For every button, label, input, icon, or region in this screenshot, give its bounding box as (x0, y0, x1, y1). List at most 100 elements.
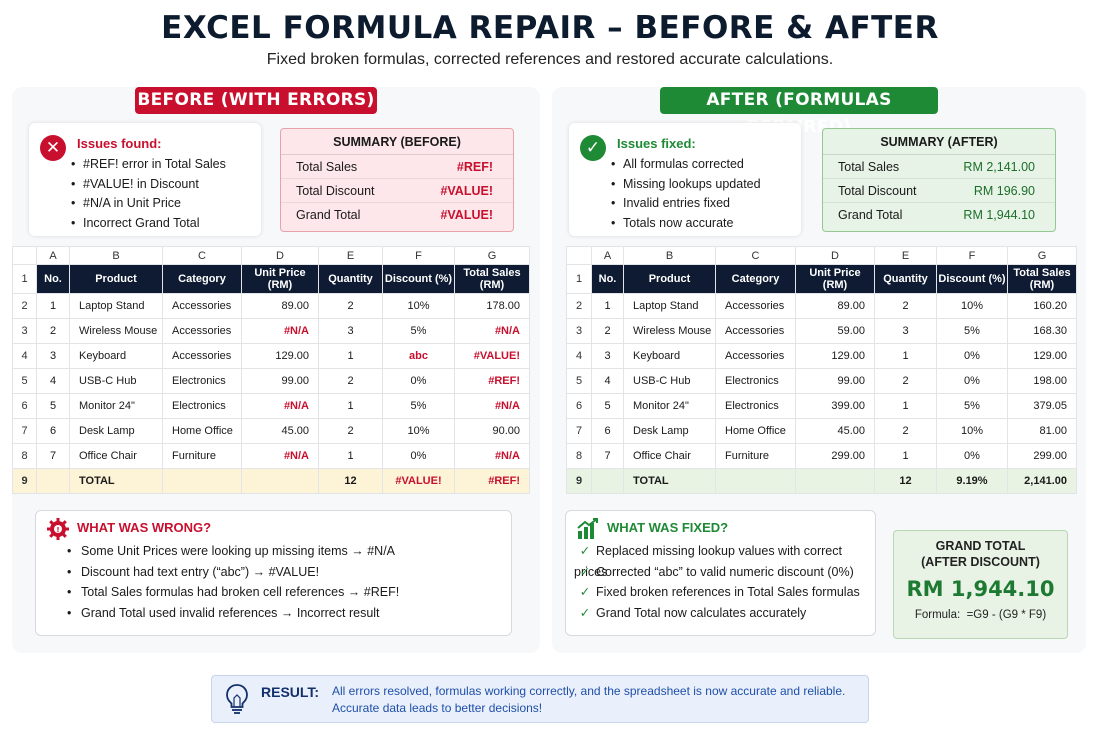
cell-total-sales[interactable]: #N/A (454, 318, 530, 344)
cell-no[interactable]: 7 (591, 443, 624, 469)
cell-no[interactable]: 2 (591, 318, 624, 344)
table-cell[interactable] (715, 468, 796, 494)
cell-category[interactable]: Electronics (715, 368, 796, 394)
cell-discount[interactable]: 0% (382, 368, 455, 394)
cell-total-sales[interactable]: 198.00 (1007, 368, 1077, 394)
cell-no[interactable]: 3 (591, 343, 624, 369)
cell-discount[interactable]: 0% (382, 443, 455, 469)
total-label[interactable]: TOTAL (623, 468, 716, 494)
cell-discount[interactable]: 10% (936, 418, 1008, 444)
cell-product[interactable]: Office Chair (69, 443, 163, 469)
cell-product[interactable]: Wireless Mouse (69, 318, 163, 344)
cell-category[interactable]: Furniture (715, 443, 796, 469)
column-letter[interactable]: E (318, 246, 383, 265)
row-number[interactable]: 7 (566, 418, 592, 444)
cell-quantity[interactable]: 2 (874, 293, 937, 319)
row-number[interactable]: 3 (12, 318, 37, 344)
cell-product[interactable]: USB-C Hub (623, 368, 716, 394)
header-cell[interactable]: Total Sales (RM) (454, 264, 530, 294)
cell-product[interactable]: Keyboard (623, 343, 716, 369)
total-discount[interactable]: #VALUE! (382, 468, 455, 494)
cell-total-sales[interactable]: 168.30 (1007, 318, 1077, 344)
cell-category[interactable]: Electronics (162, 368, 242, 394)
cell-unit-price[interactable]: 99.00 (241, 368, 319, 394)
cell-no[interactable]: 4 (36, 368, 70, 394)
cell-unit-price[interactable]: 129.00 (795, 343, 875, 369)
summary-value[interactable]: #REF! (456, 160, 493, 174)
header-cell[interactable]: Discount (%) (382, 264, 455, 294)
cell-quantity[interactable]: 3 (874, 318, 937, 344)
cell-discount[interactable]: 0% (936, 368, 1008, 394)
cell-total-sales[interactable]: 81.00 (1007, 418, 1077, 444)
cell-total-sales[interactable]: 299.00 (1007, 443, 1077, 469)
total-discount[interactable]: 9.19% (936, 468, 1008, 494)
summary-value[interactable]: RM 1,944.10 (963, 208, 1035, 222)
cell-quantity[interactable]: 2 (318, 368, 383, 394)
cell-total-sales[interactable]: 379.05 (1007, 393, 1077, 419)
header-cell[interactable]: Product (69, 264, 163, 294)
header-cell[interactable]: Unit Price (RM) (241, 264, 319, 294)
header-cell[interactable]: Quantity (874, 264, 937, 294)
cell-category[interactable]: Home Office (715, 418, 796, 444)
cell-unit-price[interactable]: #N/A (241, 443, 319, 469)
cell-quantity[interactable]: 2 (318, 418, 383, 444)
header-cell[interactable]: Total Sales (RM) (1007, 264, 1077, 294)
row-number[interactable]: 4 (12, 343, 37, 369)
header-cell[interactable]: Category (162, 264, 242, 294)
column-letter[interactable]: G (1007, 246, 1077, 265)
cell-quantity[interactable]: 1 (874, 393, 937, 419)
cell-product[interactable]: Keyboard (69, 343, 163, 369)
table-cell[interactable] (241, 468, 319, 494)
column-letter[interactable]: D (795, 246, 875, 265)
corner-cell[interactable] (566, 246, 592, 265)
column-letter[interactable]: A (591, 246, 624, 265)
cell-category[interactable]: Accessories (162, 343, 242, 369)
cell-discount[interactable]: abc (382, 343, 455, 369)
header-cell[interactable]: Category (715, 264, 796, 294)
cell-no[interactable]: 6 (591, 418, 624, 444)
cell-unit-price[interactable]: 99.00 (795, 368, 875, 394)
cell-no[interactable]: 1 (36, 293, 70, 319)
cell-unit-price[interactable]: 399.00 (795, 393, 875, 419)
row-number[interactable]: 7 (12, 418, 37, 444)
cell-product[interactable]: Laptop Stand (623, 293, 716, 319)
cell-quantity[interactable]: 2 (874, 368, 937, 394)
cell-total-sales[interactable]: 160.20 (1007, 293, 1077, 319)
cell-discount[interactable]: 5% (382, 393, 455, 419)
column-letter[interactable]: C (162, 246, 242, 265)
cell-no[interactable]: 7 (36, 443, 70, 469)
cell-product[interactable]: USB-C Hub (69, 368, 163, 394)
row-number[interactable]: 2 (12, 293, 37, 319)
column-letter[interactable]: D (241, 246, 319, 265)
cell-discount[interactable]: 5% (936, 393, 1008, 419)
cell-unit-price[interactable]: 129.00 (241, 343, 319, 369)
cell-quantity[interactable]: 1 (318, 343, 383, 369)
cell-total-sales[interactable]: #REF! (454, 368, 530, 394)
header-cell[interactable]: No. (36, 264, 70, 294)
header-cell[interactable]: Product (623, 264, 716, 294)
cell-product[interactable]: Monitor 24" (69, 393, 163, 419)
cell-category[interactable]: Accessories (715, 318, 796, 344)
cell-unit-price[interactable]: 89.00 (795, 293, 875, 319)
cell-no[interactable]: 4 (591, 368, 624, 394)
row-number[interactable]: 9 (12, 468, 37, 494)
summary-value[interactable]: RM 2,141.00 (963, 160, 1035, 174)
cell-total-sales[interactable]: 178.00 (454, 293, 530, 319)
header-cell[interactable]: Quantity (318, 264, 383, 294)
cell-unit-price[interactable]: 59.00 (795, 318, 875, 344)
column-letter[interactable]: F (936, 246, 1008, 265)
cell-total-sales[interactable]: #N/A (454, 443, 530, 469)
cell-no[interactable]: 1 (591, 293, 624, 319)
cell-total-sales[interactable]: #N/A (454, 393, 530, 419)
cell-discount[interactable]: 5% (382, 318, 455, 344)
cell-category[interactable]: Accessories (162, 293, 242, 319)
cell-no[interactable]: 2 (36, 318, 70, 344)
summary-value[interactable]: #VALUE! (440, 208, 493, 222)
cell-total-sales[interactable]: 129.00 (1007, 343, 1077, 369)
cell-discount[interactable]: 10% (382, 418, 455, 444)
cell-category[interactable]: Home Office (162, 418, 242, 444)
total-label[interactable]: TOTAL (69, 468, 163, 494)
cell-no[interactable]: 5 (36, 393, 70, 419)
column-letter[interactable]: C (715, 246, 796, 265)
corner-cell[interactable] (12, 246, 37, 265)
